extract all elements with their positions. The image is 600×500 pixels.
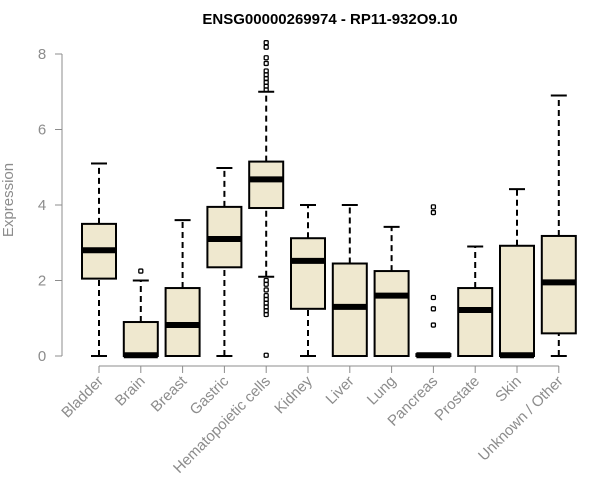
x-tick-label: Lung [364, 373, 400, 409]
box-breast [164, 219, 201, 357]
box-iqr [248, 160, 285, 210]
y-tick-label: 6 [38, 122, 46, 139]
outlier-point [263, 311, 269, 318]
box-iqr [457, 287, 494, 357]
outlier-point [430, 306, 437, 312]
box-kidney [290, 204, 326, 357]
plot-area [81, 40, 577, 359]
box-iqr [499, 244, 535, 358]
outlier-point [430, 204, 437, 210]
box-prostate [457, 245, 494, 357]
x-tick-label: Breast [148, 372, 191, 415]
x-tick-label: Brain [112, 373, 149, 410]
box-iqr [290, 237, 326, 310]
outlier-point [430, 322, 437, 328]
x-tick-label: Kidney [271, 372, 316, 417]
box-brain [122, 268, 159, 359]
outlier-point [263, 281, 269, 287]
y-tick-label: 8 [38, 46, 46, 63]
x-tick-label: Liver [323, 373, 358, 408]
y-tick-label: 2 [38, 273, 46, 290]
x-tick-label: Bladder [58, 373, 107, 422]
box-gastric [206, 167, 243, 357]
box-iqr [122, 321, 159, 357]
box-pancreas [415, 204, 452, 359]
outlier-point [430, 294, 437, 301]
box-unknown-other [540, 94, 577, 357]
box-skin [499, 188, 535, 359]
x-tick-label: Skin [492, 373, 525, 406]
outlier-point [138, 268, 144, 274]
outlier-point [263, 55, 269, 61]
outlier-point [263, 87, 269, 93]
outlier-point [263, 44, 269, 50]
box-bladder [81, 162, 117, 357]
outlier-point [263, 287, 269, 293]
box-hematopoietic-cells [248, 40, 285, 358]
box-liver [331, 204, 368, 358]
y-axis-label: Expression [0, 163, 17, 237]
x-tick-label: Prostate [431, 373, 483, 425]
outlier-point [263, 60, 269, 67]
chart-title: ENSG00000269974 - RP11-932O9.10 [202, 11, 457, 28]
box-iqr [373, 270, 410, 357]
y-axis: 0 2 4 6 8 [38, 46, 63, 365]
box-lung [373, 225, 410, 357]
y-tick-label: 4 [38, 197, 46, 214]
outlier-point [263, 352, 269, 358]
y-tick-label: 0 [38, 348, 46, 365]
outlier-point [430, 209, 437, 216]
outlier-point [263, 40, 269, 46]
box-iqr [164, 287, 201, 357]
